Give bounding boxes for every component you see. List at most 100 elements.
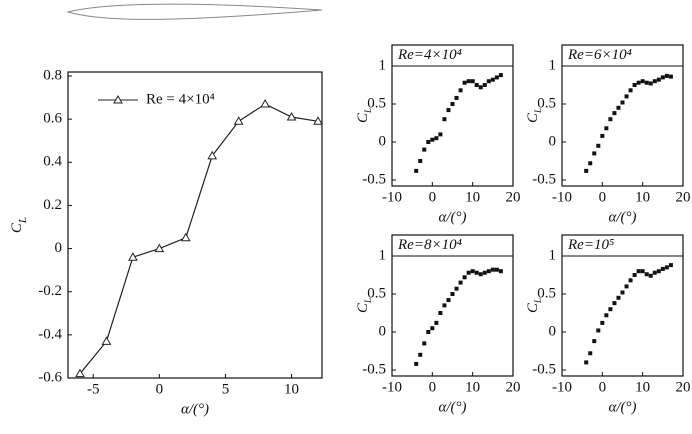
x-tick-label: 0	[156, 381, 164, 397]
panel-title: Re=6×10⁴	[567, 47, 632, 63]
x-tick-label: 10	[284, 381, 299, 397]
point	[620, 100, 625, 105]
point	[430, 326, 435, 331]
axes-frame	[391, 234, 514, 377]
point	[628, 278, 633, 283]
point	[596, 328, 601, 333]
x-axis-label: α/(°)	[438, 209, 466, 225]
point	[462, 80, 467, 85]
marker	[180, 232, 191, 242]
x-tick-label: -10	[552, 189, 572, 205]
point	[636, 269, 641, 274]
y-tick-label: 0.6	[43, 111, 62, 127]
marker	[154, 243, 165, 253]
x-tick-label: 10	[635, 379, 650, 395]
y-axis-label-sub: L	[533, 298, 543, 304]
y-axis-label: CL	[525, 298, 543, 313]
x-tick-label: 10	[635, 189, 650, 205]
point	[470, 79, 475, 84]
point	[588, 161, 593, 166]
point	[632, 83, 637, 87]
point	[608, 117, 613, 122]
x-tick-label: -10	[382, 189, 402, 205]
point	[434, 136, 439, 141]
point	[652, 270, 657, 275]
point	[446, 298, 451, 303]
point	[596, 143, 601, 148]
x-tick-label: 5	[222, 381, 230, 397]
point	[664, 73, 669, 78]
marker	[260, 99, 270, 108]
point	[636, 80, 641, 85]
y-axis-label-main: C	[525, 302, 541, 313]
panel-title: Re=8×10⁴	[397, 237, 462, 253]
point	[486, 79, 491, 84]
point	[458, 88, 463, 93]
y-tick-label: 0	[379, 323, 387, 339]
point	[624, 284, 629, 289]
point	[442, 303, 447, 308]
y-tick-label: 0.8	[43, 67, 62, 83]
point	[584, 360, 589, 365]
point	[604, 126, 609, 131]
x-tick-label: -10	[552, 379, 572, 395]
point	[660, 75, 665, 80]
series-line	[79, 103, 319, 375]
marker	[286, 111, 297, 121]
y-axis-label: CL	[355, 298, 373, 313]
axes-frame	[561, 44, 684, 187]
point	[498, 269, 503, 274]
panel-title: Re=10⁵	[567, 237, 614, 253]
x-tick-label: 20	[506, 189, 521, 205]
point	[450, 292, 455, 296]
point	[438, 132, 443, 137]
x-tick-label: 20	[506, 379, 521, 395]
point	[600, 320, 605, 325]
y-axis-label: CL	[355, 108, 373, 123]
axes-frame	[67, 71, 323, 379]
point	[592, 339, 597, 344]
point	[414, 361, 419, 366]
point	[454, 95, 459, 100]
y-axis-label: CL	[9, 217, 28, 233]
point	[486, 269, 491, 274]
y-tick-label: -0.2	[38, 283, 62, 299]
legend-label: Re = 4×10⁴	[146, 91, 215, 107]
point	[632, 273, 637, 277]
y-tick-label: -0.5	[362, 171, 386, 187]
point	[418, 159, 423, 163]
x-tick-label: -10	[382, 379, 402, 395]
point	[648, 81, 653, 86]
x-axis-label: α/(°)	[608, 399, 636, 415]
x-tick-label: 0	[429, 189, 437, 205]
point	[422, 341, 427, 346]
y-tick-label: 0.4	[43, 154, 62, 170]
point	[668, 263, 673, 268]
y-axis-label-main: C	[525, 112, 541, 123]
panel-title: Re=4×10⁴	[397, 47, 462, 63]
point	[414, 168, 419, 173]
y-axis-label: CL	[525, 108, 543, 123]
point	[664, 265, 669, 270]
point	[656, 269, 661, 274]
point	[620, 290, 625, 295]
point	[612, 301, 617, 306]
point	[466, 79, 471, 84]
x-tick-label: -5	[87, 381, 100, 397]
point	[426, 140, 431, 144]
y-axis-label-main: C	[9, 222, 25, 233]
y-axis-label-sub: L	[17, 217, 29, 224]
point	[470, 269, 475, 274]
point	[656, 77, 661, 82]
point	[442, 117, 447, 122]
x-tick-label: 0	[599, 189, 607, 205]
point	[644, 272, 649, 277]
point	[494, 75, 499, 80]
point	[454, 286, 459, 291]
point	[474, 270, 479, 275]
point	[422, 147, 427, 152]
point	[478, 272, 483, 277]
point	[494, 267, 499, 272]
y-tick-label: 1	[379, 247, 387, 263]
